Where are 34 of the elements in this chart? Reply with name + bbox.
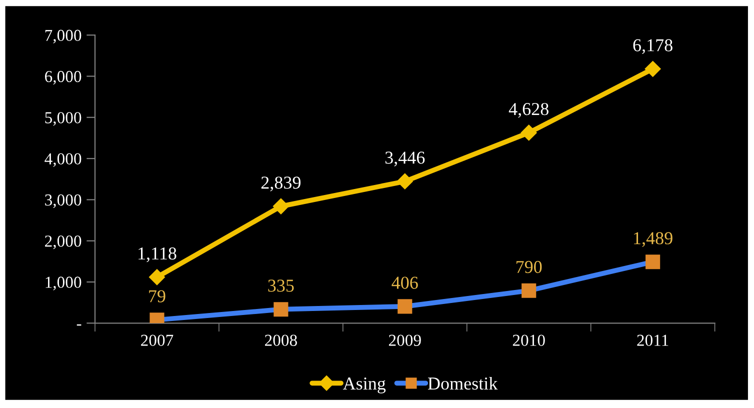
y-tick-label: 4,000: [44, 153, 82, 167]
x-tick-label: 2007: [141, 334, 174, 346]
legend-label: Asing: [342, 378, 386, 394]
point: [522, 283, 536, 298]
point: [396, 173, 414, 190]
y-tick-label: 7,000: [45, 30, 82, 44]
point: [148, 268, 166, 286]
data-label: 6,178: [633, 39, 672, 54]
point: [274, 302, 288, 317]
point: [646, 254, 660, 270]
data-label: 406: [392, 276, 418, 289]
data-label: 79: [149, 290, 166, 302]
y-tick-label: -: [76, 324, 82, 326]
x-tick-label: 2009: [388, 334, 421, 346]
x-tick-label: 2010: [512, 334, 545, 346]
data-label: 2,839: [261, 176, 301, 192]
x-tick-label: 2011: [637, 334, 668, 346]
data-label: 4,628: [508, 102, 548, 118]
y-tick-label: 6,000: [45, 70, 82, 85]
data-label: 790: [516, 260, 542, 274]
point: [520, 124, 538, 141]
y-tick-label: 2,000: [45, 236, 82, 250]
y-tick-label: 1,000: [46, 276, 82, 290]
point: [398, 299, 412, 314]
point: [272, 198, 290, 215]
data-label: 335: [268, 280, 294, 292]
y-tick-label: 3,000: [45, 194, 82, 208]
x-tick-label: 2008: [265, 334, 297, 346]
data-label: 3,446: [385, 152, 425, 166]
data-label: 1,118: [138, 247, 176, 262]
data-label: 1,489: [634, 232, 672, 247]
point: [644, 60, 662, 78]
y-tick-label: 5,000: [45, 112, 82, 126]
legend-label: Domestik: [428, 376, 498, 390]
